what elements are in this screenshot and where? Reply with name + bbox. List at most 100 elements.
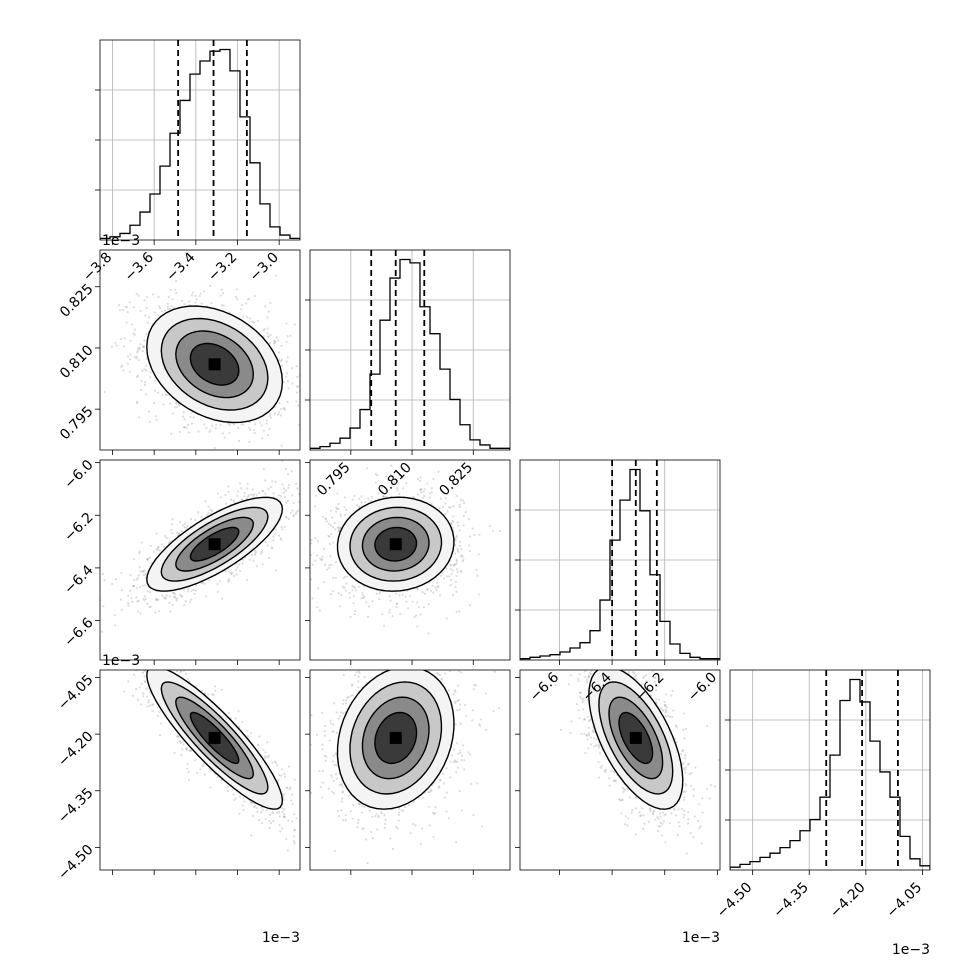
scatter-point	[455, 534, 458, 538]
scatter-point	[138, 566, 141, 569]
scatter-point	[171, 532, 174, 535]
scatter-point	[462, 499, 465, 502]
scatter-point	[272, 492, 275, 495]
scatter-point	[444, 502, 447, 505]
scatter-point	[454, 539, 457, 542]
scatter-point	[455, 568, 458, 571]
scatter-point	[227, 485, 230, 488]
scatter-point	[360, 501, 363, 504]
scatter-point	[435, 588, 438, 591]
scatter-point	[169, 402, 172, 405]
scatter-point	[287, 483, 291, 487]
scatter-point	[330, 563, 333, 566]
scatter-point	[339, 527, 342, 530]
scatter-point	[138, 550, 141, 553]
scatter-point	[385, 495, 388, 498]
scatter-point	[421, 591, 424, 594]
scatter-point	[139, 343, 142, 346]
scatter-point	[477, 593, 480, 596]
scatter-point	[284, 496, 287, 499]
scatter-point	[454, 552, 457, 555]
scatter-point	[240, 423, 243, 426]
scatter-point	[310, 542, 313, 545]
scatter-point	[442, 577, 445, 580]
scatter-point	[272, 535, 275, 538]
scatter-point	[378, 598, 381, 601]
scatter-point	[258, 421, 261, 424]
scatter-point	[351, 585, 354, 588]
scatter-point	[383, 624, 386, 627]
scatter-point	[454, 580, 458, 583]
scatter-point	[117, 303, 121, 307]
scatter-point	[463, 501, 466, 505]
scatter-point	[345, 508, 348, 512]
scatter-point	[168, 540, 171, 543]
scatter-point	[205, 426, 208, 430]
scatter-point	[423, 488, 426, 491]
scatter-point	[324, 518, 327, 521]
scatter-point	[161, 394, 164, 397]
scatter-point	[153, 389, 157, 392]
scatter-point	[284, 408, 287, 411]
scatter-point	[450, 572, 453, 576]
scatter-point	[126, 362, 129, 365]
scatter-point	[452, 563, 455, 566]
scatter-point	[120, 589, 124, 592]
scatter-point	[186, 423, 190, 426]
scatter-point	[295, 482, 298, 485]
scatter-point	[263, 755, 267, 758]
scatter-point	[385, 475, 388, 478]
ticks	[305, 462, 474, 665]
scatter-point	[195, 476, 197, 478]
scatter-point	[180, 529, 183, 533]
scatter-point	[186, 524, 189, 528]
scatter-point	[338, 605, 342, 608]
scatter-point	[461, 555, 464, 559]
scatter-point	[396, 489, 399, 492]
scatter-point	[391, 615, 394, 618]
scatter-point	[145, 306, 148, 310]
scatter-point	[114, 578, 118, 581]
scatter-point	[130, 597, 133, 600]
ticks	[95, 462, 280, 665]
scatter-point	[132, 584, 135, 587]
scatter-point	[395, 602, 399, 605]
scatter-point	[121, 364, 124, 367]
scatter-point	[145, 369, 148, 372]
scatter-point	[136, 600, 139, 603]
scatter-point	[227, 578, 230, 581]
scatter-point	[374, 473, 377, 476]
scatter-point	[333, 521, 336, 524]
scatter-point	[277, 351, 281, 354]
scatter-point	[235, 288, 239, 291]
scatter-point	[255, 494, 258, 497]
scatter-point	[156, 314, 159, 317]
scatter-point	[448, 474, 451, 477]
scatter-point	[451, 519, 454, 522]
scatter-point	[201, 581, 204, 584]
scatter-point	[376, 474, 379, 477]
scatter-point	[127, 604, 130, 607]
scatter-point	[120, 571, 123, 575]
scatter-point	[214, 426, 217, 430]
scatter-point	[301, 538, 303, 540]
scatter-point	[353, 586, 357, 589]
scatter-point	[428, 496, 431, 499]
scatter-point	[229, 572, 232, 575]
scatter-point	[460, 554, 464, 557]
scatter-point	[132, 578, 136, 582]
scatter-point	[208, 768, 211, 771]
scatter-point	[197, 511, 200, 514]
scatter-point	[369, 499, 373, 502]
scatter-point	[371, 599, 374, 603]
scatter-point	[343, 496, 347, 499]
scatter-point	[399, 612, 402, 616]
scatter-point	[185, 747, 188, 750]
scatter-point	[209, 429, 212, 432]
scatter-point	[147, 316, 151, 319]
scatter-point	[125, 306, 129, 309]
scatter-point	[449, 584, 452, 587]
scatter-point	[473, 533, 476, 536]
hist-grid	[520, 460, 720, 660]
scatter-point	[356, 504, 359, 507]
